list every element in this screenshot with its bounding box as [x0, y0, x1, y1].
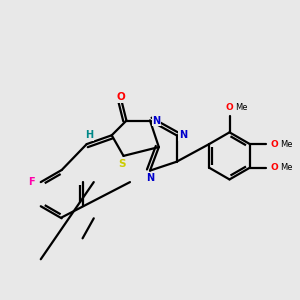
Text: O: O [271, 140, 278, 148]
Text: N: N [152, 116, 160, 126]
Text: S: S [118, 159, 126, 169]
Text: F: F [28, 177, 34, 187]
Text: O: O [116, 92, 125, 102]
Text: N: N [146, 173, 154, 183]
Text: N: N [179, 130, 187, 140]
Text: Me: Me [236, 103, 248, 112]
Text: Me: Me [280, 163, 292, 172]
Text: H: H [85, 130, 94, 140]
Text: O: O [226, 103, 233, 112]
Text: O: O [271, 163, 278, 172]
Text: Me: Me [280, 140, 292, 148]
